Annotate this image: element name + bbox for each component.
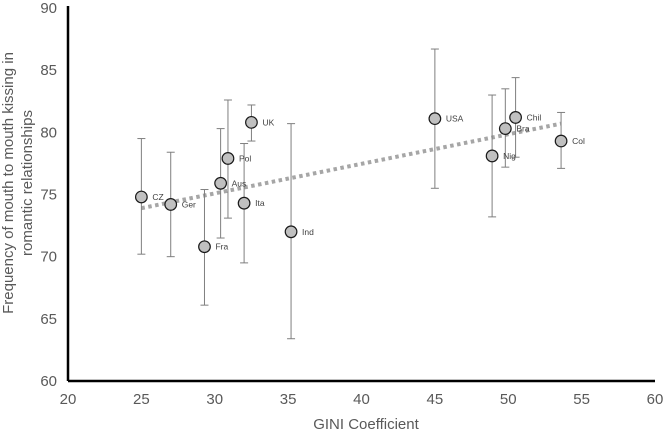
x-tick-label: 55 <box>573 391 590 408</box>
point-label: Ind <box>302 227 314 237</box>
point-label: UK <box>262 117 274 127</box>
x-tick-label: 30 <box>206 391 223 408</box>
data-point <box>485 149 499 163</box>
y-tick-label: 80 <box>40 124 57 141</box>
y-tick-label: 65 <box>40 311 57 328</box>
y-tick-labels: 60 65 70 75 80 85 90 <box>40 0 57 390</box>
data-points-layer <box>134 111 568 254</box>
axes-layer <box>66 6 655 383</box>
point-label: Col <box>572 136 585 146</box>
x-tick-label: 25 <box>133 391 150 408</box>
point-label: Ita <box>255 198 265 208</box>
y-tick-label: 70 <box>40 249 57 266</box>
data-point <box>164 198 178 211</box>
data-point <box>198 240 211 254</box>
y-tick-label: 90 <box>40 0 57 17</box>
x-tick-label: 20 <box>60 391 77 408</box>
x-tick-label: 50 <box>500 391 517 408</box>
data-point <box>221 152 235 165</box>
y-tick-label: 75 <box>40 187 57 204</box>
y-tick-label: 60 <box>40 373 57 390</box>
data-point <box>134 190 148 204</box>
y-tick-label: 85 <box>40 62 57 79</box>
point-label: Bra <box>516 124 530 134</box>
point-label: Ger <box>182 199 196 209</box>
point-label: Pol <box>239 153 251 163</box>
x-tick-labels: 20 25 30 35 40 45 50 55 60 <box>60 391 664 408</box>
x-tick-label: 35 <box>280 391 297 408</box>
error-bars-layer <box>137 48 566 340</box>
x-axis-title: GINI Coefficient <box>313 416 419 430</box>
data-point <box>284 225 298 239</box>
point-label: USA <box>446 114 464 124</box>
data-point <box>214 176 228 190</box>
x-tick-label: 60 <box>647 391 664 408</box>
point-label: Chil <box>527 112 542 122</box>
data-point <box>509 111 522 124</box>
x-tick-label: 45 <box>427 391 444 408</box>
trendline <box>140 121 562 211</box>
trendline-layer <box>140 121 562 211</box>
point-labels-layer: CZ Ger Fra Aus Pol Ita UK Ind USA Nig Bra Chil Col <box>152 112 585 251</box>
data-point <box>245 115 258 129</box>
data-point <box>498 122 512 136</box>
data-point <box>428 112 442 126</box>
point-label: CZ <box>152 192 163 202</box>
point-label: Fra <box>215 242 228 252</box>
y-axis-title-line-1: Frequency of mouth to mouth kissing in <box>0 52 17 314</box>
y-axis-title: Frequency of mouth to mouth kissing in r… <box>0 52 36 314</box>
point-label: Nig <box>503 151 516 161</box>
data-point <box>237 196 251 210</box>
data-point <box>554 134 568 148</box>
y-axis-title-line-2: romantic relationships <box>19 110 36 256</box>
x-tick-label: 40 <box>353 391 370 408</box>
point-label: Aus <box>232 178 247 188</box>
